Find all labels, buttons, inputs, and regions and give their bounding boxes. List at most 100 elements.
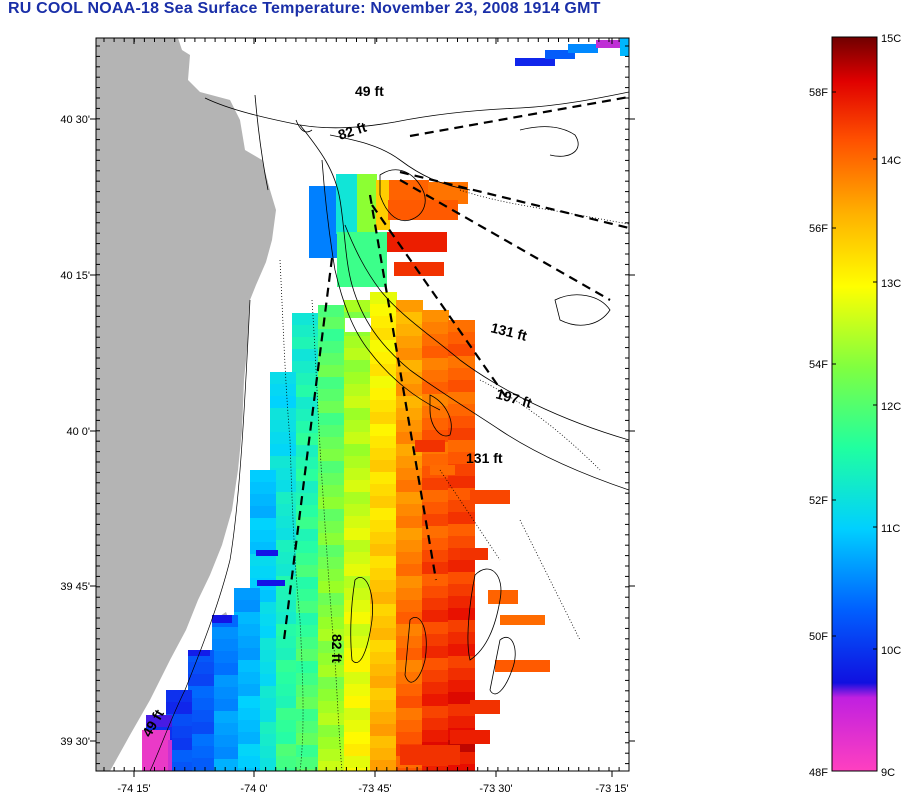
sst-pixel — [344, 504, 371, 517]
sst-pixel — [234, 720, 260, 733]
sst-pixel — [270, 624, 296, 637]
sst-pixel — [448, 536, 475, 549]
sst-pixel — [270, 720, 296, 733]
sst-pixel — [422, 514, 449, 527]
sst-pixel — [596, 40, 622, 48]
sst-pixel — [370, 496, 397, 509]
sst-pixel — [344, 384, 371, 397]
sst-pixel — [168, 740, 172, 771]
sst-pixel — [370, 544, 397, 557]
depth-label: 49 ft — [355, 83, 384, 99]
sst-pixel — [142, 730, 170, 771]
sst-pixel — [188, 770, 214, 771]
sst-pixel — [370, 676, 397, 689]
sst-pixel — [370, 652, 397, 665]
sst-pixel — [270, 612, 296, 625]
sst-pixel — [396, 768, 423, 771]
sst-pixel — [370, 640, 397, 653]
sst-pixel — [292, 409, 319, 422]
colorbar-celsius-label: 13C — [881, 278, 901, 290]
lon-label: -73 15' — [595, 783, 628, 795]
sst-pixel — [370, 592, 397, 605]
sst-pixel — [270, 516, 296, 529]
sst-pixel — [234, 696, 260, 709]
sst-pixel — [415, 440, 445, 452]
sst-pixel — [270, 708, 296, 721]
lon-label: -74 15' — [117, 783, 150, 795]
colorbar-celsius-label: 15C — [881, 33, 901, 45]
sst-pixel — [394, 262, 444, 276]
sst-pixel — [370, 448, 397, 461]
sst-pixel — [422, 574, 449, 587]
sst-pixel — [448, 452, 475, 465]
sst-pixel — [344, 444, 371, 457]
sst-pixel — [212, 735, 238, 748]
sst-pixel — [448, 596, 475, 609]
sst-pixel — [292, 733, 319, 746]
sst-pixel — [188, 674, 214, 687]
sst-pixel — [188, 698, 214, 711]
sst-pixel — [448, 404, 475, 417]
sst-pixel — [344, 744, 371, 757]
sst-pixel — [422, 370, 449, 383]
sst-pixel — [500, 615, 545, 625]
sst-pixel — [318, 617, 345, 630]
sst-pixel — [448, 692, 475, 705]
sst-pixel — [396, 360, 423, 373]
sst-pixel — [257, 580, 285, 586]
sst-pixel — [292, 625, 319, 638]
sst-pixel — [344, 720, 371, 733]
sst-pixel — [422, 478, 449, 491]
sst-pixel — [396, 564, 423, 577]
sst-pixel — [318, 689, 345, 702]
sst-pixel — [318, 665, 345, 678]
sst-pixel — [318, 761, 345, 771]
sst-pixel — [292, 421, 319, 434]
sst-pixel — [396, 480, 423, 493]
sst-pixel — [370, 316, 397, 329]
sst-pixel — [396, 396, 423, 409]
colorbar-celsius-label: 9C — [881, 767, 895, 779]
sst-pixel — [448, 704, 475, 717]
sst-pixel — [166, 690, 192, 703]
sst-pixel — [292, 529, 319, 542]
sst-pixel — [422, 358, 449, 371]
sst-pixel — [370, 628, 397, 641]
lat-label: 40 30' — [60, 114, 90, 126]
sst-pixel — [292, 433, 319, 446]
sst-pixel — [396, 672, 423, 685]
sst-pixel — [292, 697, 319, 710]
sst-pixel — [370, 424, 397, 437]
sst-pixel — [422, 730, 449, 743]
sst-pixel — [448, 584, 475, 597]
sst-pixel — [370, 340, 397, 353]
sst-pixel — [270, 564, 296, 577]
sst-pixel — [515, 58, 555, 66]
sst-pixel — [448, 428, 475, 441]
sst-pixel — [270, 444, 296, 457]
sst-pixel — [234, 660, 260, 673]
sst-pixel — [396, 492, 423, 505]
sst-pixel — [370, 604, 397, 617]
sst-pixel — [318, 569, 345, 582]
sst-pixel — [166, 726, 192, 739]
sst-pixel — [318, 353, 345, 366]
colorbar: 15C 14C 13C 12C 11C 10C 9C 58F 56F 54F 5… — [809, 33, 901, 779]
sst-pixel — [318, 737, 345, 750]
sst-pixel — [270, 396, 296, 409]
sst-pixel — [318, 653, 345, 666]
sst-pixel — [422, 382, 449, 395]
sst-pixel — [270, 768, 296, 771]
colorbar-fahrenheit-label: 48F — [809, 767, 828, 779]
sst-pixel — [270, 660, 296, 673]
sst-pixel — [396, 720, 423, 733]
sst-pixel — [370, 616, 397, 629]
latitude-labels: 40 30' 40 15' 40 0' 39 45' 39 30' — [60, 114, 90, 748]
sst-pixel — [270, 744, 296, 757]
sst-pixel — [370, 748, 397, 761]
sst-pixel — [422, 682, 449, 695]
sst-pixel — [234, 684, 260, 697]
sst-pixel — [270, 756, 296, 769]
sst-pixel — [212, 759, 238, 771]
sst-pixel — [234, 672, 260, 685]
